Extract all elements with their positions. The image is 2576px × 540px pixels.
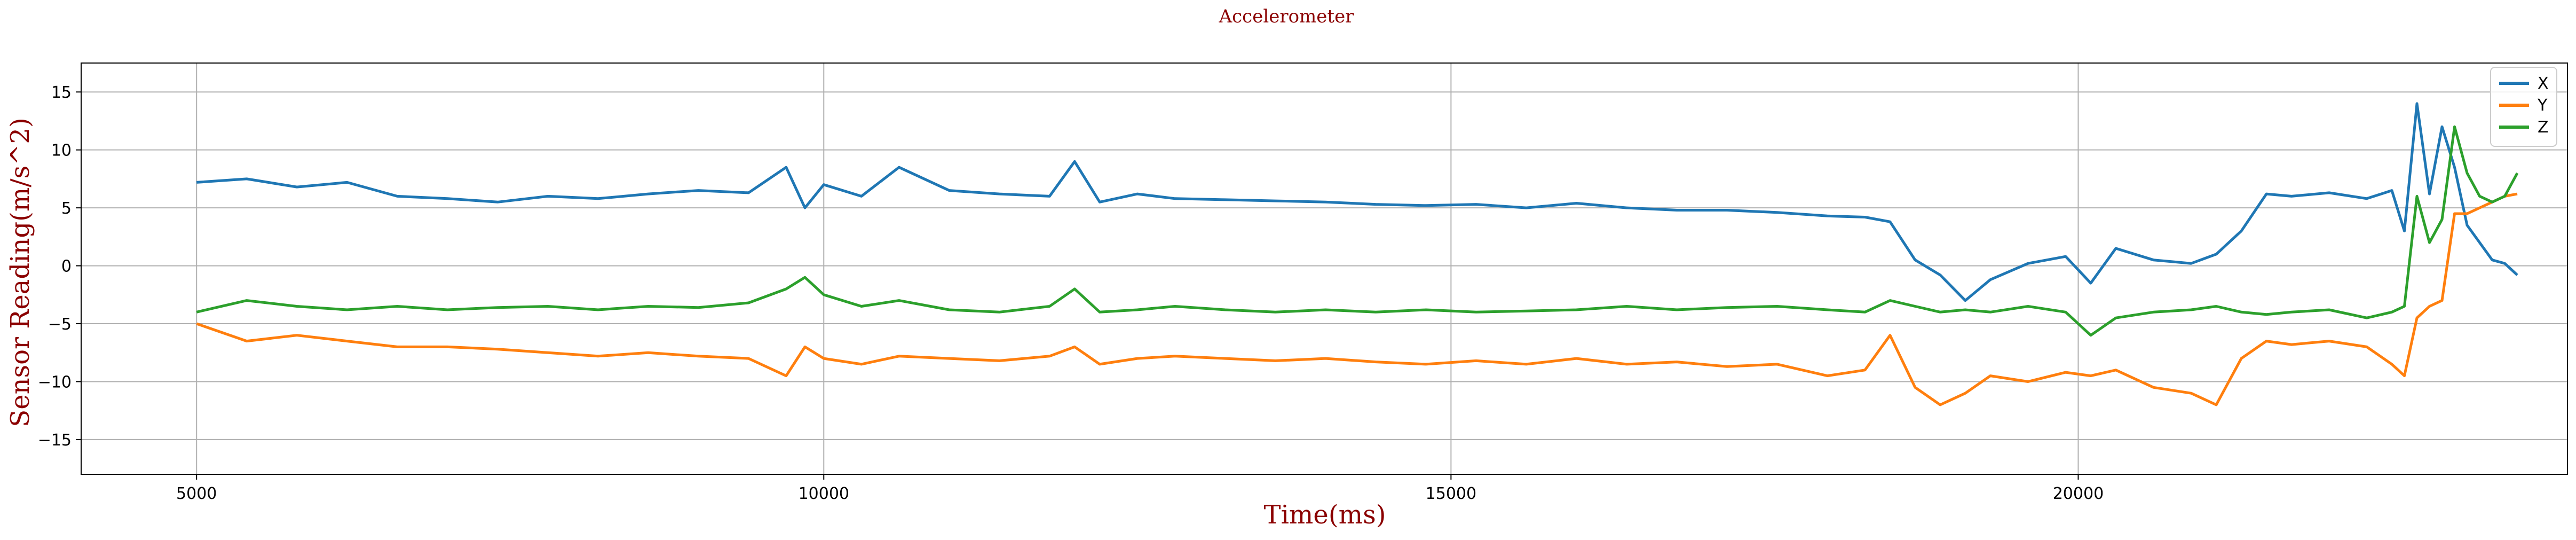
series-line-y [196, 192, 2518, 406]
x-tick-label: 5000 [176, 484, 217, 503]
y-tick-label: 0 [61, 257, 72, 276]
y-axis-label: Sensor Reading(m/s^2) [5, 118, 35, 427]
series-line-x [196, 102, 2518, 302]
legend-label-y: Y [2537, 96, 2548, 115]
legend-label-z: Z [2538, 118, 2549, 137]
x-axis-label: Time(ms) [1264, 500, 1386, 530]
x-tick-label: 15000 [1426, 484, 1476, 503]
series-line-z [196, 125, 2519, 337]
y-tick-label: −15 [38, 431, 72, 450]
legend: XYZ [2490, 67, 2557, 147]
chart-title: Accelerometer [1219, 6, 1355, 27]
plot-frame [81, 62, 2568, 475]
y-tick-label: 5 [61, 199, 72, 218]
y-axis-ticks: −15 −10 −5 0 5 10 15 [38, 83, 81, 450]
y-tick-label: 10 [51, 142, 72, 160]
y-tick-label: −5 [48, 315, 72, 334]
series-lines [196, 102, 2519, 406]
x-axis-ticks: 5000 10000 15000 20000 [176, 474, 2104, 503]
y-tick-label: −10 [38, 373, 72, 392]
x-tick-label: 20000 [2053, 484, 2104, 503]
legend-label-x: X [2538, 74, 2549, 93]
grid [81, 63, 2567, 474]
y-tick-label: 15 [51, 83, 72, 102]
x-tick-label: 10000 [799, 484, 849, 503]
